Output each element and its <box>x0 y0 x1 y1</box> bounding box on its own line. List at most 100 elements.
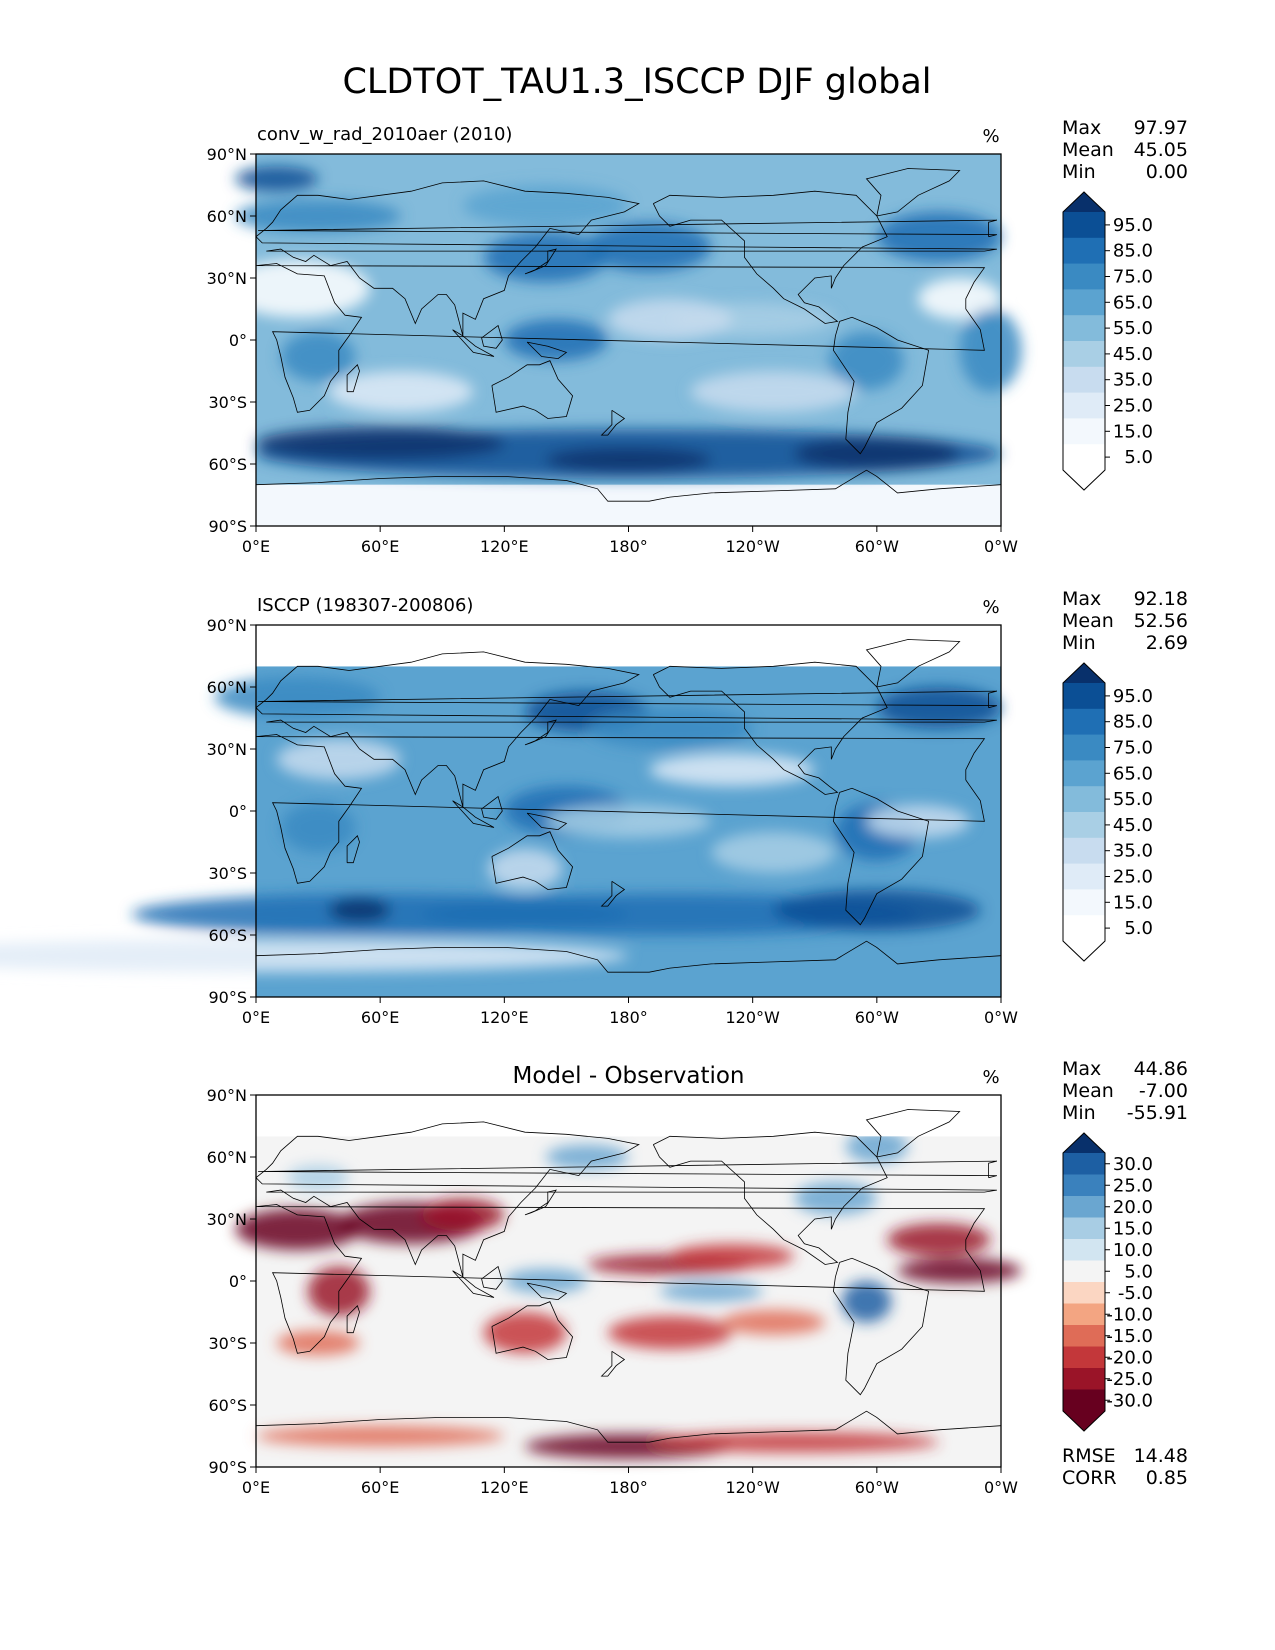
colorbar-segment <box>1063 366 1105 394</box>
x-tick-label: 0°W <box>984 1008 1018 1027</box>
colorbar-label: -10.0 <box>1106 1304 1153 1325</box>
chart-panel-2: ISCCP (198307-200806) % 0°E 60°E 120°E 180° 12… <box>0 588 1188 1027</box>
field-region <box>224 259 370 318</box>
field-region <box>721 1309 826 1335</box>
x-tick-label: 0°W <box>984 1478 1018 1497</box>
coastline <box>524 1189 557 1216</box>
field-region <box>887 1223 991 1257</box>
field-region <box>256 1425 505 1447</box>
field-region <box>866 804 970 838</box>
stat-value: 52.56 <box>1134 610 1188 632</box>
colorbar-extend-bottom <box>1063 1411 1105 1431</box>
field-region <box>918 278 1001 320</box>
colorbar-segment <box>1063 263 1105 290</box>
stat-label: Max <box>1062 1058 1101 1080</box>
y-tick-label: 0° <box>229 802 247 821</box>
colorbar-label: 25.0 <box>1113 396 1153 417</box>
y-tick-label: 90°N <box>207 1086 247 1105</box>
field-region <box>841 1281 892 1323</box>
field-region <box>287 1165 350 1191</box>
coastline <box>255 1410 1002 1443</box>
colorbar-segment <box>1063 1239 1105 1261</box>
field-region <box>607 1316 732 1350</box>
x-tick-label: 0°W <box>984 537 1018 556</box>
panel-title: Model - Observation <box>512 1063 744 1089</box>
colorbar-extend-top <box>1063 192 1105 212</box>
field-region <box>649 1431 939 1453</box>
chart-panel-3: Model - Observation % 0°E 60°E 120°E 180° 120°… <box>207 1058 1188 1497</box>
field-region <box>276 738 401 780</box>
map-field <box>224 154 1022 526</box>
colorbar-segment <box>1063 418 1105 445</box>
field-region <box>483 1312 567 1354</box>
colorbar-label: 25.0 <box>1113 1175 1153 1196</box>
extra-stat-value: 0.85 <box>1146 1467 1188 1489</box>
coastline <box>258 1160 997 1179</box>
colorbar-label: 75.0 <box>1113 267 1153 288</box>
colorbar-segment <box>1063 1325 1105 1347</box>
field-region <box>959 309 1022 392</box>
colorbar-label: -15.0 <box>1106 1326 1153 1347</box>
colorbar-segment <box>1063 1196 1105 1218</box>
coastline <box>865 1109 961 1158</box>
coastline <box>832 1257 930 1396</box>
coastline <box>255 1121 997 1278</box>
stat-value: 2.69 <box>1146 632 1188 654</box>
colorbar-segment <box>1063 444 1105 471</box>
x-tick-label: 60°E <box>361 1008 399 1027</box>
y-tick-label: 60°N <box>207 1148 247 1167</box>
extra-stat-value: 14.48 <box>1134 1445 1188 1467</box>
field-region <box>280 331 356 382</box>
y-tick-label: 30°N <box>207 1210 247 1229</box>
colorbar: 95.0 85.0 75.0 65.0 55.0 45.0 35.0 25.0 15.0 5.0 <box>1062 191 1153 491</box>
colorbar-segment <box>1063 1368 1105 1390</box>
coastline <box>452 800 495 828</box>
figure-title: CLDTOT_TAU1.3_ISCCP DJF global <box>342 62 931 102</box>
coastline <box>832 316 930 455</box>
field-region <box>587 222 712 272</box>
y-tick-label: 30°S <box>208 864 247 883</box>
colorbar-label: -25.0 <box>1106 1369 1153 1390</box>
coastline <box>255 734 986 884</box>
coastlines <box>255 639 1002 973</box>
coastline <box>346 364 360 393</box>
colorbar-label: 75.0 <box>1113 738 1153 759</box>
x-tick-label: 120°E <box>480 1478 529 1497</box>
y-tick-label: 60°N <box>207 678 247 697</box>
coastline <box>526 1282 568 1301</box>
field-region <box>649 753 815 787</box>
coastline <box>524 248 557 275</box>
field-region <box>504 319 608 361</box>
stat-value: -55.91 <box>1127 1102 1188 1124</box>
field-region <box>876 687 1002 729</box>
field-blobs <box>235 1130 1022 1459</box>
colorbar-segment <box>1063 1217 1105 1240</box>
field-region <box>421 1198 505 1232</box>
coastline <box>481 795 503 820</box>
coastline <box>258 690 997 709</box>
coastline <box>524 719 557 746</box>
panel-title: conv_w_rad_2010aer (2010) <box>257 124 512 145</box>
x-tick-label: 60°W <box>855 537 899 556</box>
field-region <box>690 371 857 413</box>
colorbar-label: 85.0 <box>1113 712 1153 733</box>
coastline <box>255 651 997 808</box>
y-tick-label: 60°N <box>207 207 247 226</box>
x-tick-label: 60°E <box>361 1478 399 1497</box>
x-tick-label: 0°E <box>242 1478 270 1497</box>
coastline <box>491 360 574 419</box>
missing-data-mask <box>256 1095 1001 1137</box>
colorbar-segment <box>1063 315 1105 342</box>
colorbar-extend-top <box>1063 663 1105 683</box>
y-tick-label: 60°S <box>208 1396 247 1415</box>
field-region <box>545 447 712 473</box>
polar-band <box>256 484 1001 526</box>
field-region <box>794 437 960 471</box>
y-tick-label: 0° <box>229 331 247 350</box>
coastline <box>600 1350 626 1377</box>
colorbar-segment <box>1063 760 1105 787</box>
colorbar-label: 45.0 <box>1113 344 1153 365</box>
stat-label: Mean <box>1062 610 1114 632</box>
colorbar-label: 15.0 <box>1113 421 1153 442</box>
